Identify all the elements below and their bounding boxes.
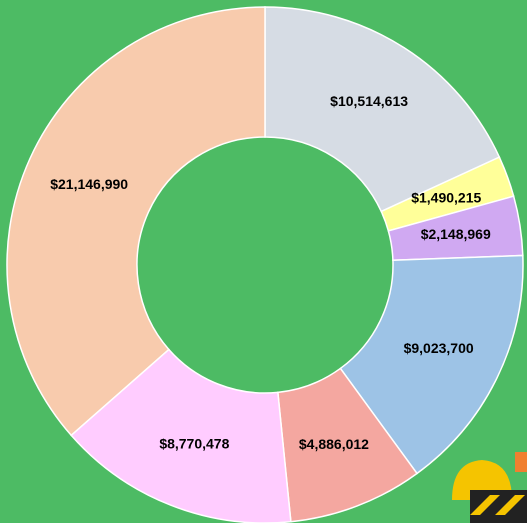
data-label: $4,886,012 (299, 436, 369, 452)
page: $10,514,613 $1,490,215 $2,148,969 $9,023,70… (0, 0, 527, 523)
data-label: $2,148,969 (421, 226, 491, 242)
data-label: $8,770,478 (159, 435, 229, 451)
chart: $10,514,613 $1,490,215 $2,148,969 $9,023,70… (0, 0, 527, 523)
data-label: $10,514,613 (330, 93, 408, 109)
data-label: $9,023,700 (404, 340, 474, 356)
data-label: $1,490,215 (411, 189, 481, 205)
cone (515, 452, 527, 472)
data-label: $21,146,990 (50, 176, 128, 192)
